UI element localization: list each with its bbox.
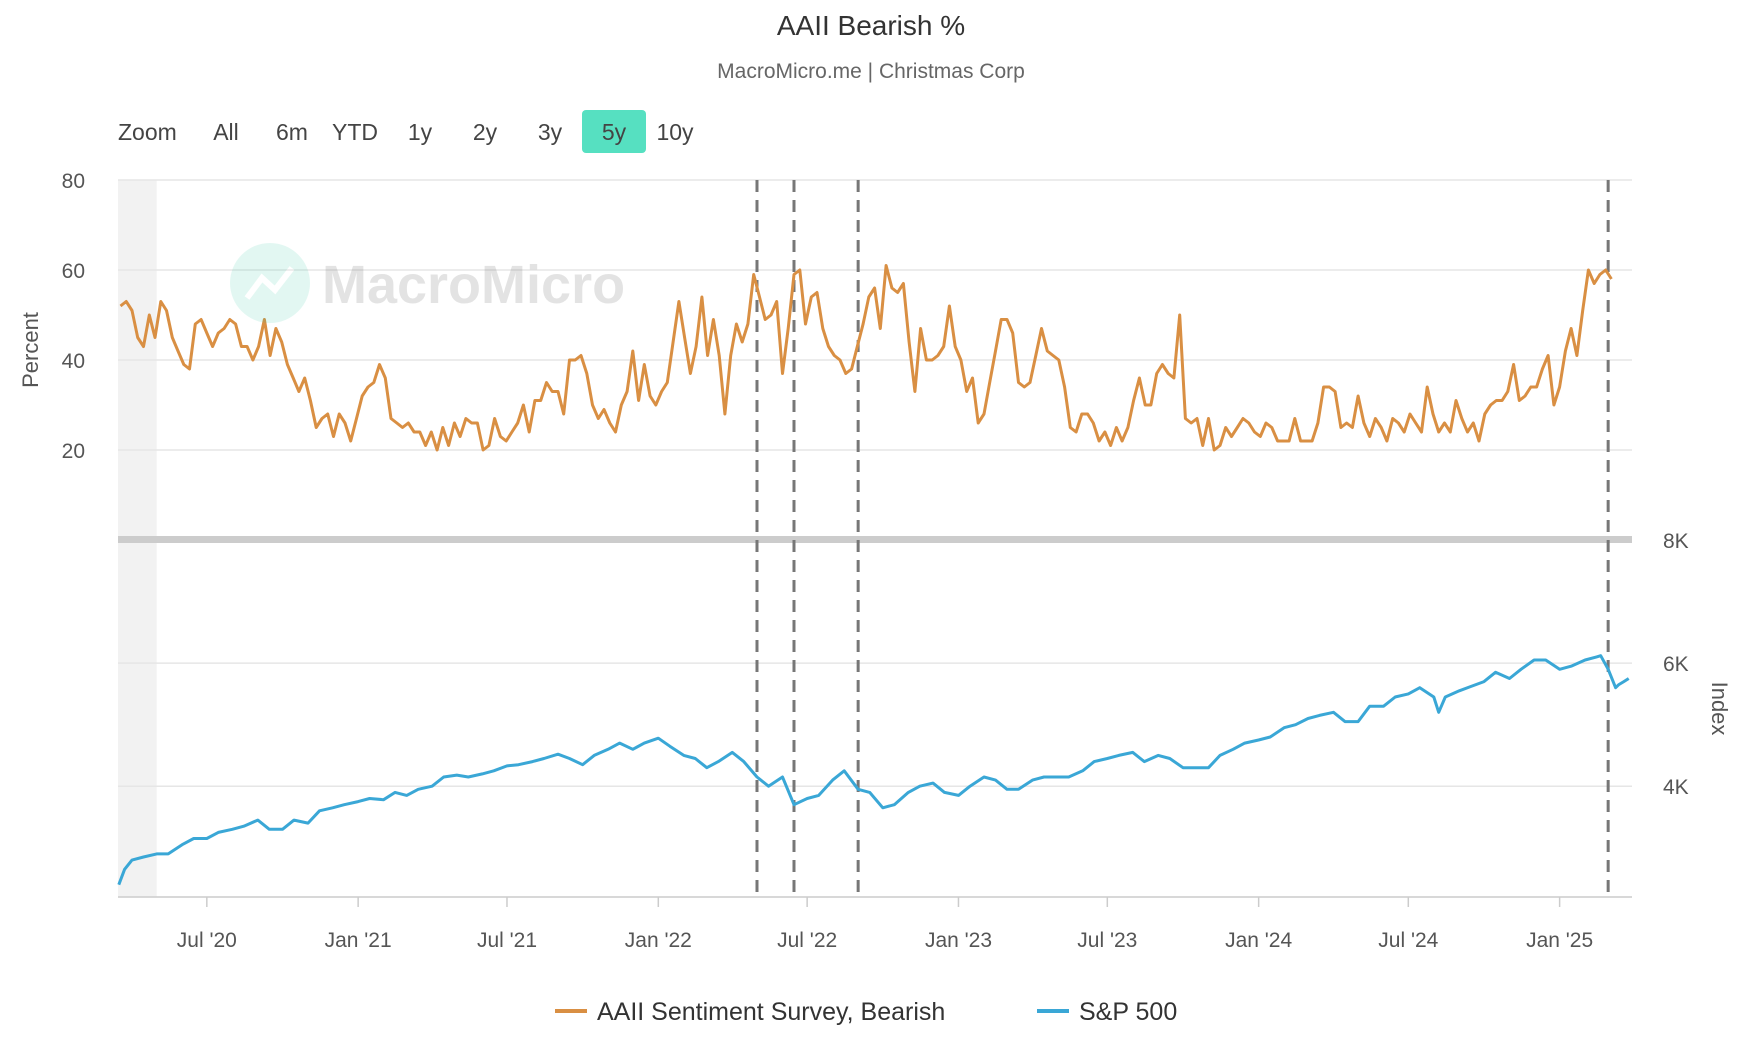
bottom-y-tick-label: 8K: [1663, 530, 1689, 553]
top-y-tick-label: 40: [62, 350, 85, 373]
zoom-button-all[interactable]: All: [213, 119, 239, 145]
zoom-button-label: 2y: [473, 119, 498, 145]
plot-area: 20 40 60 80 Percent 4K 6K 8K Index Jul '20 Jan '21…: [18, 170, 1732, 952]
top-y-axis-label: Percent: [18, 312, 43, 388]
panel-divider: [118, 536, 1632, 543]
zoom-button-10y[interactable]: 10y: [656, 119, 694, 145]
zoom-button-label: 10y: [656, 119, 694, 145]
legend-label: S&P 500: [1079, 998, 1177, 1026]
x-tick-label: Jul '22: [777, 929, 837, 952]
bearish-series-line: [119, 264, 1613, 452]
zoom-button-6m[interactable]: 6m: [276, 119, 308, 145]
legend-label: AAII Sentiment Survey, Bearish: [597, 998, 945, 1026]
x-tick-label: Jan '24: [1225, 929, 1292, 952]
top-y-tick-label: 60: [62, 260, 85, 283]
bottom-y-tick-label: 6K: [1663, 653, 1689, 676]
zoom-button-label: All: [213, 119, 239, 145]
chart-subtitle: MacroMicro.me | Christmas Corp: [717, 60, 1025, 83]
sp500-series-line: [117, 654, 1630, 886]
zoom-button-label: 3y: [538, 119, 563, 145]
x-tick-label: Jan '25: [1526, 929, 1593, 952]
x-tick-label: Jan '22: [625, 929, 692, 952]
x-tick-label: Jul '24: [1378, 929, 1438, 952]
bottom-y-tick-label: 4K: [1663, 776, 1689, 799]
zoom-range-selector: Zoom All 6m YTD 1y 2y 3y 5y 10y: [118, 110, 694, 153]
x-tick-label: Jul '23: [1077, 929, 1137, 952]
x-tick-label: Jul '20: [177, 929, 237, 952]
bottom-y-axis-label: Index: [1707, 682, 1732, 736]
legend-item[interactable]: AAII Sentiment Survey, Bearish: [555, 998, 945, 1026]
zoom-button-ytd[interactable]: YTD: [332, 119, 378, 145]
legend: AAII Sentiment Survey, Bearish S&P 500: [555, 998, 1177, 1026]
zoom-button-1y[interactable]: 1y: [408, 119, 433, 145]
zoom-button-5y[interactable]: 5y: [582, 110, 646, 153]
zoom-selected-highlight: [582, 110, 646, 153]
zoom-button-label: YTD: [332, 119, 378, 145]
top-y-tick-label: 80: [62, 170, 85, 193]
top-y-tick-label: 20: [62, 440, 85, 463]
zoom-button-label: 1y: [408, 119, 433, 145]
watermark-logo-icon: [230, 243, 310, 323]
zoom-button-2y[interactable]: 2y: [473, 119, 498, 145]
x-tick-label: Jan '21: [325, 929, 392, 952]
legend-item[interactable]: S&P 500: [1037, 998, 1177, 1026]
x-tick-label: Jul '21: [477, 929, 537, 952]
watermark-text: MacroMicro: [322, 255, 625, 315]
zoom-button-label: 6m: [276, 119, 308, 145]
zoom-button-label: 5y: [602, 119, 627, 145]
watermark: MacroMicro: [230, 243, 625, 323]
x-tick-label: Jan '23: [925, 929, 992, 952]
zoom-label: Zoom: [118, 119, 177, 145]
zoom-button-3y[interactable]: 3y: [538, 119, 563, 145]
chart-title: AAII Bearish %: [777, 10, 965, 41]
